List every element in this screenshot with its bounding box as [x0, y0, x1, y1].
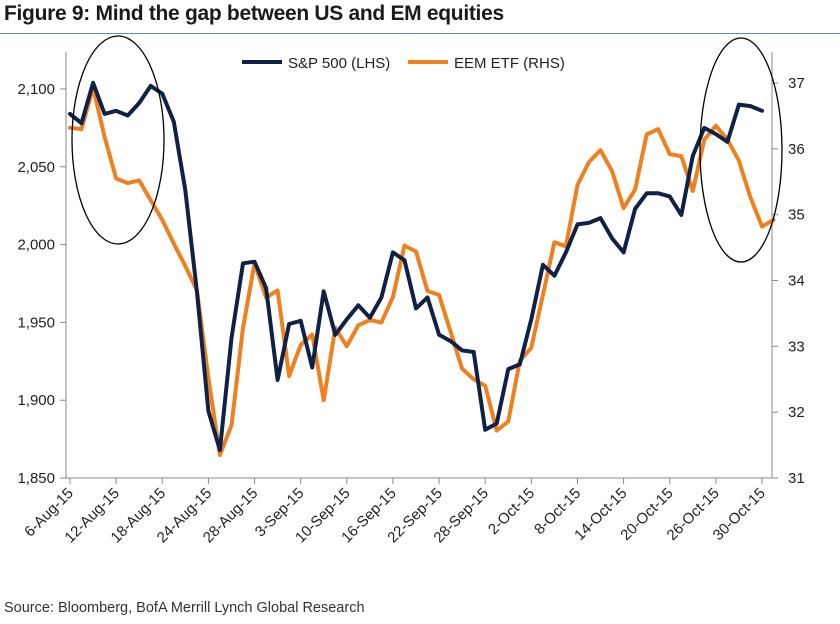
y-left-tick-label: 2,000 — [17, 237, 55, 254]
y-left-tick-label: 1,900 — [17, 392, 55, 409]
title-rule — [0, 33, 840, 34]
legend-label-eem: EEM ETF (RHS) — [454, 55, 565, 72]
y-right-tick-label: 32 — [788, 404, 805, 421]
highlight-circle-left — [71, 35, 165, 245]
eem-series-line — [68, 85, 776, 457]
sp500-series-line — [68, 80, 764, 452]
y-right-tick-label: 37 — [788, 75, 805, 92]
figure-title: Figure 9: Mind the gap between US and EM… — [4, 2, 504, 25]
y-right-tick-label: 36 — [788, 141, 805, 158]
chart-axes: 1,850 1,900 1,950 2,000 2,050 2,100 31 32 33 34 35… — [17, 52, 805, 546]
line-chart: 1,850 1,900 1,950 2,000 2,050 2,100 31 32 33 34 35… — [17, 35, 805, 546]
highlight-circle-right — [699, 37, 783, 263]
source-note: Source: Bloomberg, BofA Merrill Lynch Gl… — [4, 600, 365, 616]
y-right-tick-label: 34 — [788, 273, 805, 290]
y-left-tick-label: 1,850 — [17, 470, 55, 487]
y-right-tick-label: 35 — [788, 207, 805, 224]
chart-annotations — [71, 35, 783, 263]
chart-series — [68, 80, 776, 457]
legend-label-sp500: S&P 500 (LHS) — [288, 55, 390, 72]
y-left-tick-label: 1,950 — [17, 314, 55, 331]
y-right-tick-label: 31 — [788, 470, 805, 487]
y-left-tick-label: 2,100 — [17, 81, 55, 98]
x-tick-label: 2-Oct-15 — [485, 485, 538, 538]
y-left-tick-label: 2,050 — [17, 159, 55, 176]
y-right-tick-label: 33 — [788, 338, 805, 355]
chart-legend: S&P 500 (LHS) EEM ETF (RHS) — [242, 55, 565, 72]
